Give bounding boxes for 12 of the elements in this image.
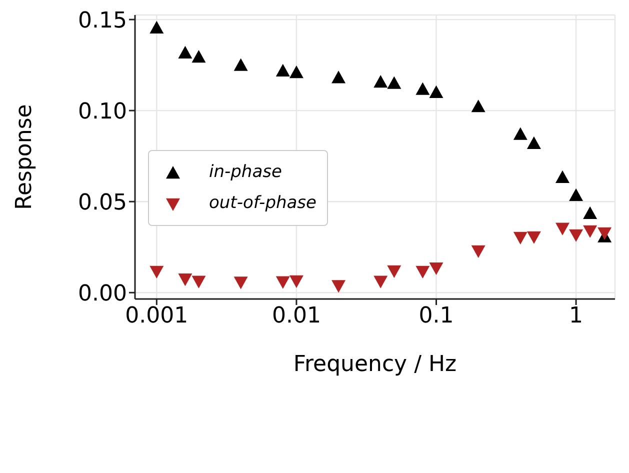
y-tick-label: 0.00: [78, 281, 127, 306]
x-tick-label: 1: [569, 304, 584, 329]
legend-label: in-phase: [209, 161, 282, 184]
y-tick-label: 0.05: [78, 190, 127, 216]
x-tick-label: 0.001: [125, 304, 188, 329]
y-axis-title: Response: [12, 104, 37, 210]
x-axis-title: Frequency / Hz: [293, 352, 457, 377]
legend-label: out-of-phase: [209, 192, 316, 215]
y-tick-label: 0.10: [78, 99, 127, 124]
x-tick-label: 0.1: [418, 304, 454, 329]
x-tick-label: 0.01: [272, 304, 321, 329]
y-tick-label: 0.15: [78, 8, 127, 34]
